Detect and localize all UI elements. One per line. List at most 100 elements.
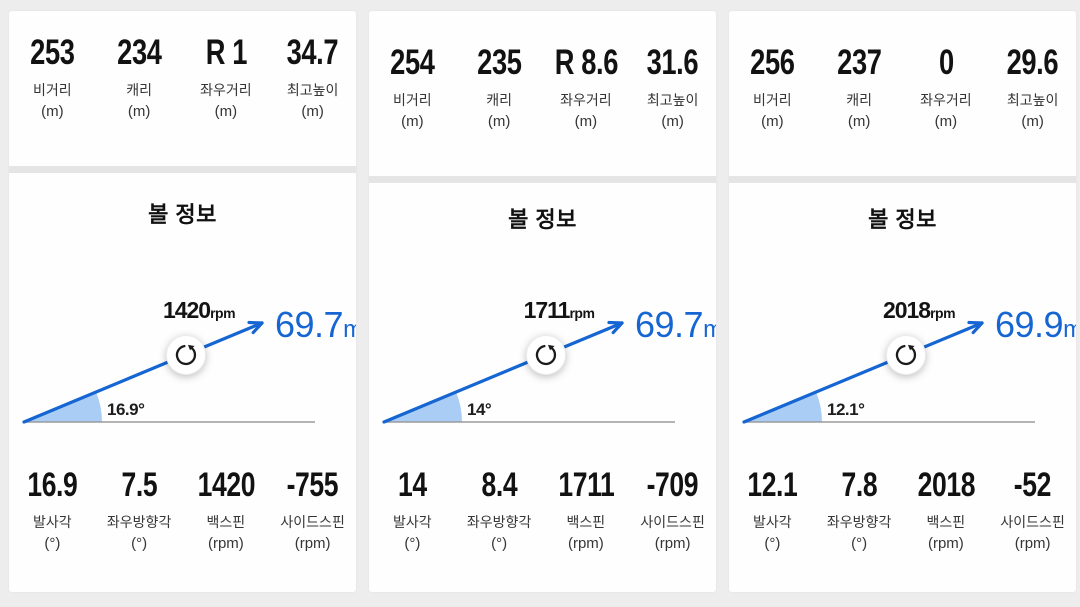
stat-value: -709	[646, 466, 699, 504]
stat-value: 256	[750, 43, 795, 82]
backspin-rotation-icon	[166, 335, 206, 375]
launch-trajectory-diagram: 2018rpm 12.1° 69.9m/s	[729, 252, 1076, 452]
stat-value: 234	[116, 33, 162, 72]
launch-angle-label: 16.9°	[107, 400, 145, 419]
ball-info-header: 볼 정보	[9, 173, 356, 252]
stat-apex-height: 29.6 최고높이 (m)	[989, 45, 1076, 176]
stat-label: 사이드스핀	[280, 514, 345, 530]
launch-trajectory-diagram: 1711rpm 14° 69.7m/s	[369, 252, 716, 452]
stat-apex-height: 34.7 최고높이 (m)	[269, 35, 356, 166]
stat-label: 좌우방향각	[106, 514, 172, 530]
stat-sidespin: -755 사이드스핀 (rpm)	[269, 468, 356, 553]
section-divider	[369, 176, 716, 183]
stat-unit: (m)	[847, 112, 871, 130]
stat-label: 비거리	[393, 92, 432, 108]
bottom-stats-row: 16.9 발사각 (°) 7.5 좌우방향각 (°) 1420 백스핀 (rpm…	[9, 452, 356, 553]
stat-sidespin: -709 사이드스핀 (rpm)	[629, 468, 716, 553]
stat-unit: (m)	[574, 112, 598, 130]
stat-value: 253	[30, 33, 75, 72]
stat-unit: (rpm)	[1014, 534, 1051, 552]
stat-carry-distance: 256 비거리 (m)	[729, 45, 816, 176]
stat-unit: (rpm)	[567, 534, 604, 552]
stat-offline-distance: R 8.6 좌우거리 (m)	[543, 45, 630, 176]
section-divider	[9, 166, 356, 173]
backspin-rotation-icon	[526, 335, 566, 375]
stat-unit: (°)	[131, 534, 148, 552]
stat-sidespin: -52 사이드스핀 (rpm)	[989, 468, 1076, 553]
stat-unit: (m)	[1021, 112, 1044, 130]
stat-label: 캐리	[126, 82, 152, 98]
ball-info-header: 볼 정보	[729, 183, 1076, 252]
stat-carry: 237 캐리 (m)	[816, 45, 903, 176]
stat-unit: (°)	[491, 534, 508, 552]
stat-unit: (m)	[661, 112, 684, 130]
stat-label: 좌우거리	[920, 92, 972, 108]
stat-label: 발사각	[753, 514, 792, 530]
stat-launch-angle: 14 발사각 (°)	[369, 468, 456, 553]
stat-direction-angle: 8.4 좌우방향각 (°)	[456, 468, 543, 553]
stat-label: 발사각	[33, 514, 72, 530]
stat-unit: (m)	[127, 102, 151, 120]
stat-unit: (°)	[764, 534, 781, 552]
stat-unit: (m)	[214, 102, 238, 120]
stat-value: R 8.6	[554, 43, 618, 82]
stat-value: 254	[390, 43, 435, 82]
ball-info-title: 볼 정보	[148, 201, 217, 227]
stat-backspin: 2018 백스핀 (rpm)	[903, 468, 990, 553]
stat-unit: (m)	[401, 112, 424, 130]
backspin-rotation-icon	[886, 335, 926, 375]
stat-label: 백스핀	[206, 514, 246, 530]
stat-carry: 235 캐리 (m)	[456, 45, 543, 176]
stat-value: 7.8	[841, 466, 877, 504]
top-stats-row: 254 비거리 (m) 235 캐리 (m) R 8.6 좌우거리 (m) 31…	[369, 11, 716, 176]
launch-diagram-svg: 1420rpm 16.9° 69.7m/s	[22, 297, 356, 424]
stat-value: 12.1	[747, 466, 798, 504]
stat-label: 발사각	[393, 514, 432, 530]
stat-value: 16.9	[27, 466, 78, 504]
stat-unit: (m)	[934, 112, 958, 130]
stat-label: 좌우방향각	[826, 514, 892, 530]
shot-data-card: 256 비거리 (m) 237 캐리 (m) 0 좌우거리 (m) 29.6 최…	[729, 11, 1076, 592]
stat-label: 사이드스핀	[1000, 514, 1065, 530]
stat-value: -52	[1014, 466, 1052, 504]
stat-carry-distance: 253 비거리 (m)	[9, 35, 96, 166]
stat-carry-distance: 254 비거리 (m)	[369, 45, 456, 176]
stat-launch-angle: 12.1 발사각 (°)	[729, 468, 816, 553]
stat-value: 237	[836, 43, 882, 82]
stat-value: -755	[286, 466, 339, 504]
top-stats-row: 253 비거리 (m) 234 캐리 (m) R 1 좌우거리 (m) 34.7…	[9, 11, 356, 166]
stat-backspin: 1420 백스핀 (rpm)	[183, 468, 270, 553]
ball-info-title: 볼 정보	[868, 206, 937, 232]
stat-label: 좌우방향각	[466, 514, 532, 530]
stat-label: 캐리	[846, 92, 872, 108]
stat-unit: (m)	[761, 112, 784, 130]
stat-direction-angle: 7.8 좌우방향각 (°)	[816, 468, 903, 553]
stat-value: 8.4	[481, 466, 517, 504]
stat-label: 사이드스핀	[640, 514, 705, 530]
stat-label: 백스핀	[566, 514, 606, 530]
section-divider	[729, 176, 1076, 183]
stat-label: 좌우거리	[200, 82, 252, 98]
bottom-stats-row: 12.1 발사각 (°) 7.8 좌우방향각 (°) 2018 백스핀 (rpm…	[729, 452, 1076, 553]
trajectory-arrow-icon	[22, 320, 264, 424]
stat-value: R 1	[205, 33, 247, 72]
stat-label: 최고높이	[286, 82, 339, 98]
stat-value: 0	[938, 43, 954, 82]
stat-unit: (°)	[404, 534, 421, 552]
stat-unit: (°)	[44, 534, 61, 552]
stat-direction-angle: 7.5 좌우방향각 (°)	[96, 468, 183, 553]
stat-label: 최고높이	[646, 92, 699, 108]
stat-launch-angle: 16.9 발사각 (°)	[9, 468, 96, 553]
launch-angle-label: 12.1°	[827, 400, 865, 419]
stat-backspin: 1711 백스핀 (rpm)	[543, 468, 630, 553]
stat-label: 비거리	[753, 92, 792, 108]
shot-data-card: 253 비거리 (m) 234 캐리 (m) R 1 좌우거리 (m) 34.7…	[9, 11, 356, 592]
top-stats-row: 256 비거리 (m) 237 캐리 (m) 0 좌우거리 (m) 29.6 최…	[729, 11, 1076, 176]
shot-data-card: 254 비거리 (m) 235 캐리 (m) R 8.6 좌우거리 (m) 31…	[369, 11, 716, 592]
stat-value: 14	[398, 466, 427, 504]
stat-value: 7.5	[121, 466, 157, 504]
trajectory-arrow-icon	[382, 320, 624, 424]
launch-diagram-svg: 2018rpm 12.1° 69.9m/s	[742, 297, 1076, 424]
stat-carry: 234 캐리 (m)	[96, 35, 183, 166]
